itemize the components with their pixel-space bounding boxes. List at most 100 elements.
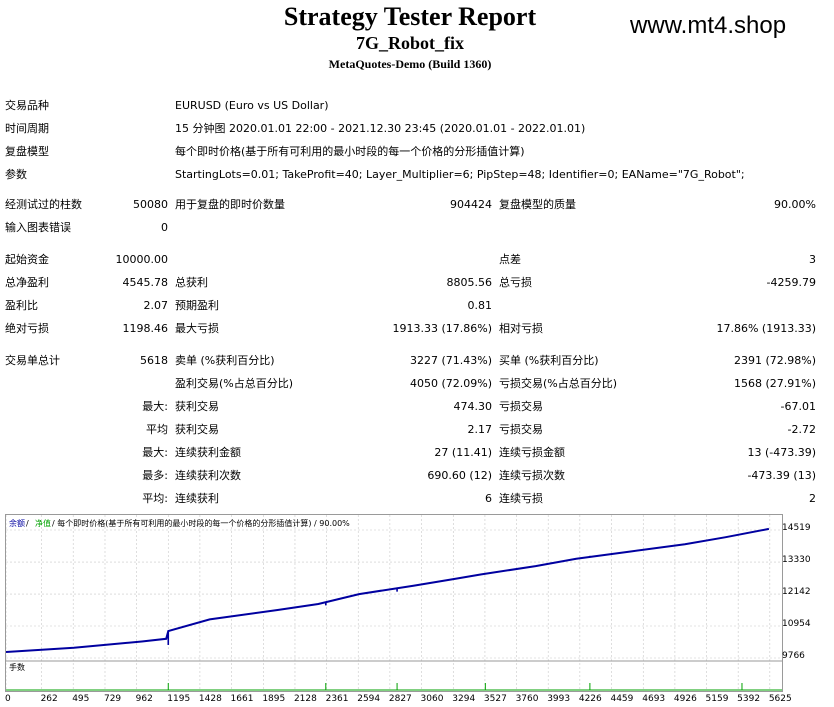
max-consecutive-losses-value: 13 (-473.39) <box>747 446 816 459</box>
average-profit-value: 2.17 <box>467 423 493 436</box>
max-drawdown-label: 最大亏损 <box>175 322 219 335</box>
bars-value: 50080 <box>133 198 168 211</box>
max-consecutive-losses-label: 连续亏损金额 <box>499 446 565 459</box>
ticks-value: 904424 <box>450 198 492 211</box>
gross-loss-value: -4259.79 <box>766 276 816 289</box>
avg-consecutive-wins-value: 6 <box>485 492 492 505</box>
quality-value: 90.00% <box>774 198 816 211</box>
y-tick-label: 12142 <box>782 587 811 597</box>
profit-factor-value: 2.07 <box>143 299 169 312</box>
largest-loss-label: 亏损交易 <box>499 400 543 413</box>
max-drawdown-value: 1913.33 (17.86%) <box>392 322 492 335</box>
x-tick-label: 2361 <box>325 694 349 704</box>
x-tick-label: 3060 <box>420 694 444 704</box>
profit-trades-value: 4050 (72.09%) <box>409 377 492 390</box>
avg-consecutive-wins-label: 连续获利 <box>175 492 219 505</box>
relative-drawdown-value: 17.86% (1913.33) <box>716 322 816 335</box>
expected-payoff-value: 0.81 <box>467 299 493 312</box>
long-positions-label: 买单 (%获利百分比) <box>499 354 599 367</box>
most-consecutive-loss-value: -473.39 (13) <box>747 469 816 482</box>
x-tick-label: 4459 <box>610 694 634 704</box>
x-tick-label: 262 <box>40 694 58 704</box>
short-positions-value: 3227 (71.43%) <box>409 354 492 367</box>
spread-label: 点差 <box>499 253 521 266</box>
x-tick-label: 3760 <box>515 694 539 704</box>
period-value: 15 分钟图 2020.01.01 22:00 - 2021.12.30 23:… <box>175 122 586 135</box>
watermark-text: www.mt4.shop <box>630 12 787 39</box>
params-value: StartingLots=0.01; TakeProfit=40; Layer_… <box>175 168 745 181</box>
loss-trades-value: 1568 (27.91%) <box>733 377 816 390</box>
legend-model: / 每个即时价格(基于所有可利用的最小时段的每一个价格的分形插值计算) / 90… <box>52 518 350 528</box>
x-tick-label: 4693 <box>642 694 666 704</box>
bars-label: 经测试过的柱数 <box>5 198 82 211</box>
x-tick-label: 5159 <box>705 694 729 704</box>
symbol-label: 交易品种 <box>5 99 49 112</box>
x-tick-label: 1195 <box>167 694 191 704</box>
x-tick-label: 0 <box>5 694 11 704</box>
deposit-value: 10000.00 <box>115 253 169 266</box>
deposit-label: 起始资金 <box>5 253 49 266</box>
max-consecutive-wins-label: 连续获利金额 <box>175 446 241 459</box>
relative-drawdown-label: 相对亏损 <box>499 322 543 335</box>
x-tick-label: 4226 <box>578 694 602 704</box>
largest-label: 最大: <box>142 400 168 413</box>
x-tick-label: 1661 <box>230 694 254 704</box>
legend-sep: / <box>26 519 29 528</box>
x-tick-label: 3993 <box>547 694 571 704</box>
loss-trades-label: 亏损交易(%占总百分比) <box>499 377 618 390</box>
y-tick-label: 9766 <box>782 651 805 661</box>
gross-loss-label: 总亏损 <box>499 276 532 289</box>
build-info: MetaQuotes-Demo (Build 1360) <box>328 57 492 71</box>
quality-label: 复盘模型的质量 <box>499 198 576 211</box>
ticks-label: 用于复盘的即时价数量 <box>175 198 285 211</box>
report-title: Strategy Tester Report <box>283 2 537 31</box>
x-tick-label: 4926 <box>673 694 697 704</box>
most-consecutive-profit-label: 连续获利次数 <box>175 469 241 482</box>
x-axis: 0 262 495 729 962 1195 1428 1661 1895 2128 2361 259… <box>0 690 834 707</box>
x-tick-label: 729 <box>103 694 122 704</box>
y-tick-label: 13330 <box>782 555 811 566</box>
total-trades-label: 交易单总计 <box>5 354 60 367</box>
profit-factor-label: 盈利比 <box>5 299 38 312</box>
x-tick-label: 5625 <box>768 694 792 704</box>
max-consecutive-wins-value: 27 (11.41) <box>434 446 492 459</box>
absolute-drawdown-label: 绝对亏损 <box>5 322 49 335</box>
x-tick-label: 2594 <box>357 694 381 704</box>
x-tick-label: 962 <box>135 694 153 704</box>
average-label: 平均 <box>146 423 168 436</box>
gross-profit-value: 8805.56 <box>446 276 493 289</box>
profit-trades-label: 盈利交易(%占总百分比) <box>175 377 294 390</box>
x-tick-label: 1428 <box>198 694 222 704</box>
largest-loss-value: -67.01 <box>780 400 816 413</box>
errors-value: 0 <box>161 221 168 234</box>
errors-label: 输入图表错误 <box>5 221 71 234</box>
x-tick-label: 3294 <box>452 694 476 704</box>
y-tick-label: 14519 <box>782 523 811 533</box>
params-label: 参数 <box>5 168 27 181</box>
most-label: 最多: <box>142 469 168 482</box>
avg-consecutive-losses-label: 连续亏损 <box>499 492 543 505</box>
avg-consecutive-losses-value: 2 <box>809 492 816 505</box>
x-tick-label: 2128 <box>293 694 317 704</box>
x-tick-label: 3527 <box>483 694 507 704</box>
x-tick-label: 495 <box>72 694 90 704</box>
expected-payoff-label: 预期盈利 <box>175 299 219 312</box>
x-tick-label: 2827 <box>388 694 412 704</box>
x-tick-label: 1895 <box>262 694 286 704</box>
short-positions-label: 卖单 (%获利百分比) <box>175 354 275 367</box>
period-label: 时间周期 <box>5 122 49 135</box>
avg-label: 平均: <box>142 492 168 505</box>
x-tick-label: 5392 <box>737 694 761 704</box>
most-consecutive-profit-value: 690.60 (12) <box>427 469 492 482</box>
ea-name: 7G_Robot_fix <box>356 33 464 53</box>
spread-value: 3 <box>809 253 816 266</box>
maximum-label: 最大: <box>142 446 168 459</box>
net-profit-value: 4545.78 <box>122 276 169 289</box>
long-positions-value: 2391 (72.98%) <box>733 354 816 367</box>
total-trades-value: 5618 <box>140 354 168 367</box>
largest-profit-label: 获利交易 <box>175 400 219 413</box>
balance-line <box>5 527 770 653</box>
absolute-drawdown-value: 1198.46 <box>122 322 169 335</box>
balance-chart: 余额 / 净值 / 每个即时价格(基于所有可利用的最小时段的每一个价格的分形插值… <box>5 514 783 692</box>
model-value: 每个即时价格(基于所有可利用的最小时段的每一个价格的分形插值计算) <box>175 145 525 158</box>
